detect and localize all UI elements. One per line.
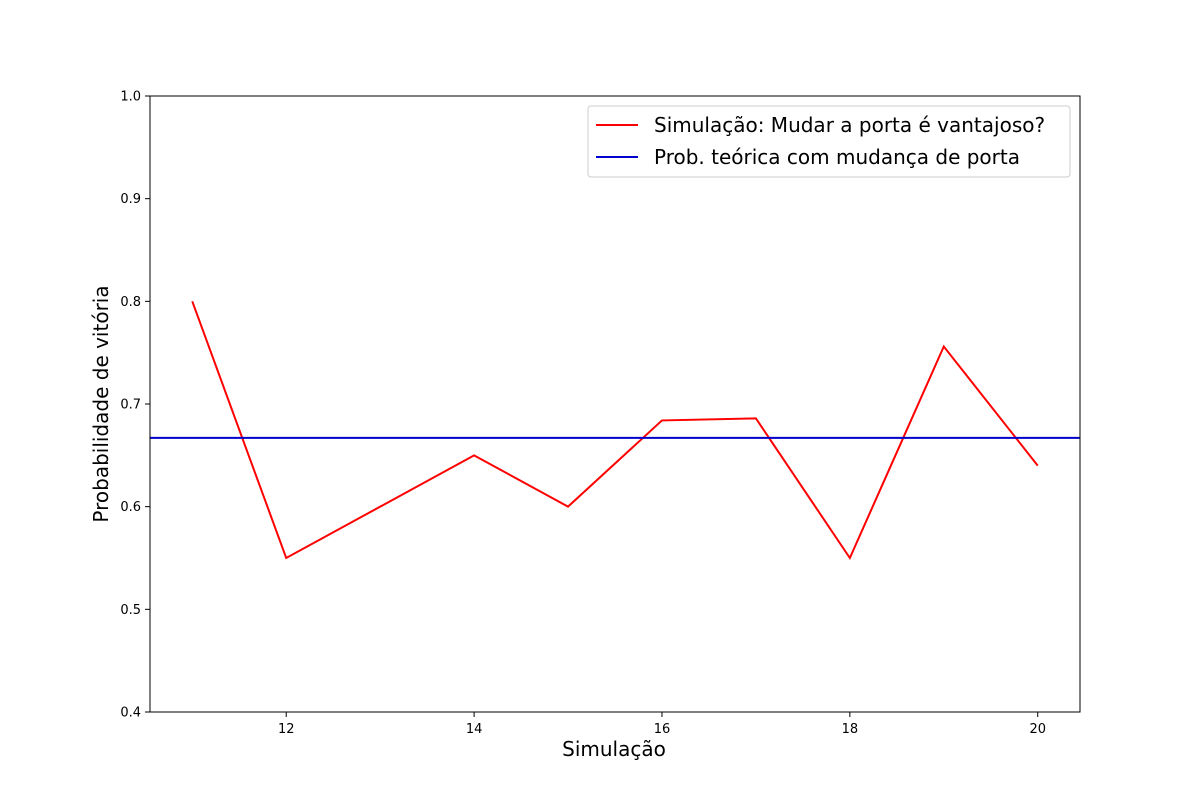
x-tick-label: 12 [278,722,295,737]
y-axis-ticks: 0.4 0.5 0.6 0.7 0.8 0.9 1.0 [120,90,150,721]
x-tick-label: 20 [1029,722,1046,737]
x-axis-label: Simulação [562,737,666,761]
series-line-simulation [191,300,1039,561]
legend-label: Prob. teórica com mudança de porta [654,145,1020,169]
y-tick-label: 0.7 [120,398,141,413]
y-tick-label: 0.6 [120,500,141,515]
y-axis-label: Probabilidade de vitória [89,285,113,522]
y-tick-label: 0.5 [120,603,141,618]
x-tick-label: 14 [466,722,483,737]
legend-label: Simulação: Mudar a porta é vantajoso? [654,113,1045,137]
x-axis-ticks: 12 14 16 18 20 [278,712,1046,737]
y-tick-label: 1.0 [120,90,141,105]
legend-box [587,105,1071,178]
x-tick-label: 16 [654,722,671,737]
y-tick-label: 0.9 [120,192,141,207]
x-tick-label: 18 [842,722,859,737]
y-tick-label: 0.8 [120,295,141,310]
legend: Simulação: Mudar a porta é vantajoso? Pro… [587,105,1071,178]
y-tick-label: 0.4 [120,706,141,721]
